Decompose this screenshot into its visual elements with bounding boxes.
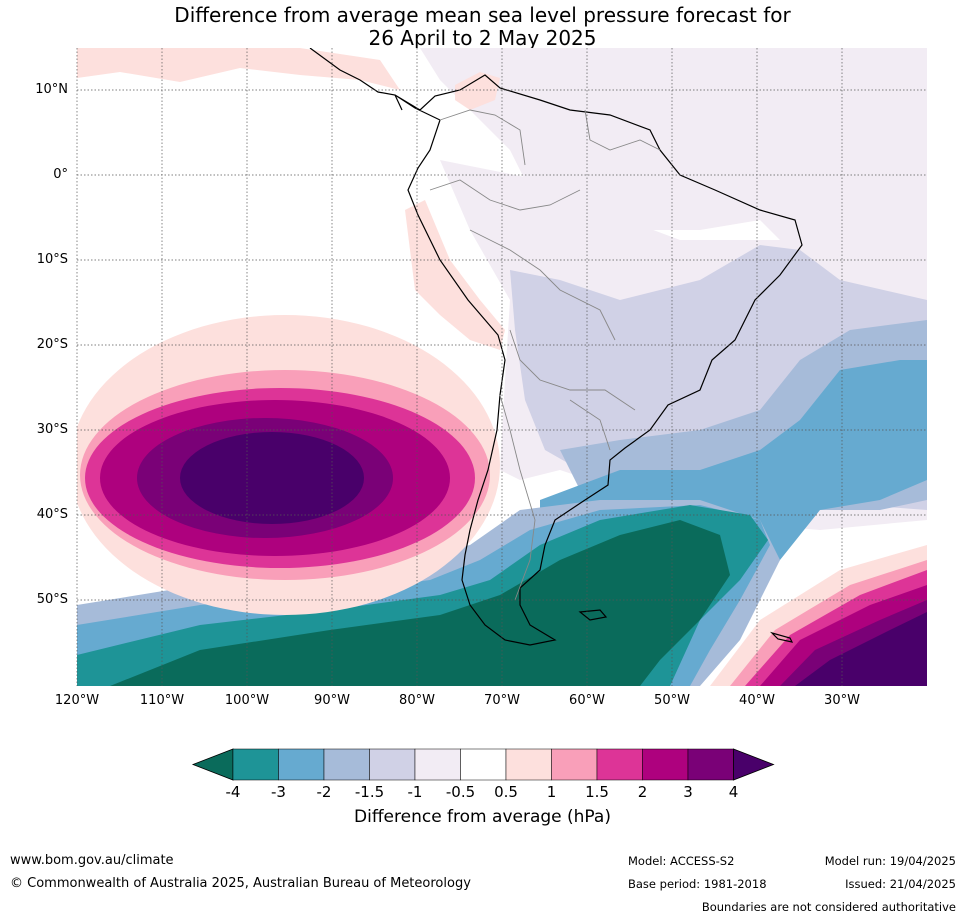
lat-label-50s: 50°S xyxy=(36,592,68,607)
colorbar-swatch xyxy=(505,748,552,781)
lon-label-30w: 30°W xyxy=(824,693,860,708)
colorbar-tick-label: 4 xyxy=(728,783,739,801)
colorbar-swatch xyxy=(278,748,325,781)
copyright-text: © Commonwealth of Australia 2025, Austra… xyxy=(10,876,471,891)
south-georgia-outline xyxy=(769,631,794,643)
colorbar-swatch xyxy=(460,748,507,781)
colorbar-tick-label: 1 xyxy=(546,783,557,801)
country-borders xyxy=(429,109,661,601)
colorbar-extend-high xyxy=(733,748,775,781)
lat-label-0: 0° xyxy=(53,167,68,182)
map-title: Difference from average mean sea level p… xyxy=(0,4,965,50)
colorbar-swatch xyxy=(414,748,461,781)
colorbar-tick-label: -1.5 xyxy=(354,783,385,801)
colorbar-tick-label: -2 xyxy=(316,783,332,801)
lon-label-80w: 80°W xyxy=(399,693,435,708)
lon-label-100w: 100°W xyxy=(224,693,270,708)
website-link[interactable]: www.bom.gov.au/climate xyxy=(10,853,174,868)
contour-southeast-high-4 xyxy=(795,612,927,686)
issued-text: Issued: 21/04/2025 xyxy=(845,877,956,891)
colorbar-tick-label: 0.5 xyxy=(494,783,518,801)
lat-label-10n: 10°N xyxy=(35,82,68,97)
colorbar-label: Difference from average (hPa) xyxy=(354,807,611,827)
colorbar-tick-label: 3 xyxy=(683,783,693,801)
lon-label-120w: 120°W xyxy=(54,693,100,708)
contour-caribbean-pink xyxy=(455,72,500,110)
model-text: Model: ACCESS-S2 xyxy=(628,854,735,868)
falklands-outline xyxy=(578,609,608,621)
lon-label-70w: 70°W xyxy=(484,693,520,708)
graticule xyxy=(76,48,927,686)
title-line-2: 26 April to 2 May 2025 xyxy=(368,26,597,50)
colorbar-swatches xyxy=(191,748,775,781)
contour-pacific-high-4 xyxy=(180,432,364,524)
central-america-outline xyxy=(309,48,403,111)
lat-label-30s: 30°S xyxy=(36,422,68,437)
title-line-1: Difference from average mean sea level p… xyxy=(174,3,791,27)
south-america-outline xyxy=(394,74,803,646)
disclaimer-text: Boundaries are not considered authoritat… xyxy=(701,900,956,914)
lon-label-110w: 110°W xyxy=(139,693,185,708)
colorbar-swatch xyxy=(369,748,416,781)
colorbar-tick-label: 2 xyxy=(637,783,648,801)
colorbar-swatch xyxy=(232,748,279,781)
base-period-text: Base period: 1981-2018 xyxy=(628,877,767,891)
colorbar-tick-label: -1 xyxy=(407,783,423,801)
lon-label-90w: 90°W xyxy=(314,693,350,708)
colorbar-swatch xyxy=(551,748,598,781)
model-run-text: Model run: 19/04/2025 xyxy=(824,854,956,868)
colorbar-tick-label: -0.5 xyxy=(445,783,476,801)
colorbar-swatch xyxy=(642,748,689,781)
colorbar-swatch xyxy=(687,748,734,781)
lon-label-60w: 60°W xyxy=(569,693,605,708)
coastlines xyxy=(309,48,803,646)
lon-label-50w: 50°W xyxy=(654,693,690,708)
colorbar-tick-label: 1.5 xyxy=(585,783,609,801)
contour-pacific-coast-pink xyxy=(405,200,505,350)
lat-label-20s: 20°S xyxy=(36,337,68,352)
lon-label-40w: 40°W xyxy=(739,693,775,708)
contour-south-darkteal xyxy=(110,520,730,686)
contour-north-pink xyxy=(77,48,400,90)
colorbar-extend-low xyxy=(191,748,234,781)
colorbar-swatch xyxy=(323,748,370,781)
lat-label-10s: 10°S xyxy=(36,252,68,267)
colorbar-tick-label: -3 xyxy=(271,783,286,801)
colorbar-tick-label: -4 xyxy=(225,783,241,801)
colorbar-swatch xyxy=(596,748,643,781)
lat-label-40s: 40°S xyxy=(36,507,68,522)
